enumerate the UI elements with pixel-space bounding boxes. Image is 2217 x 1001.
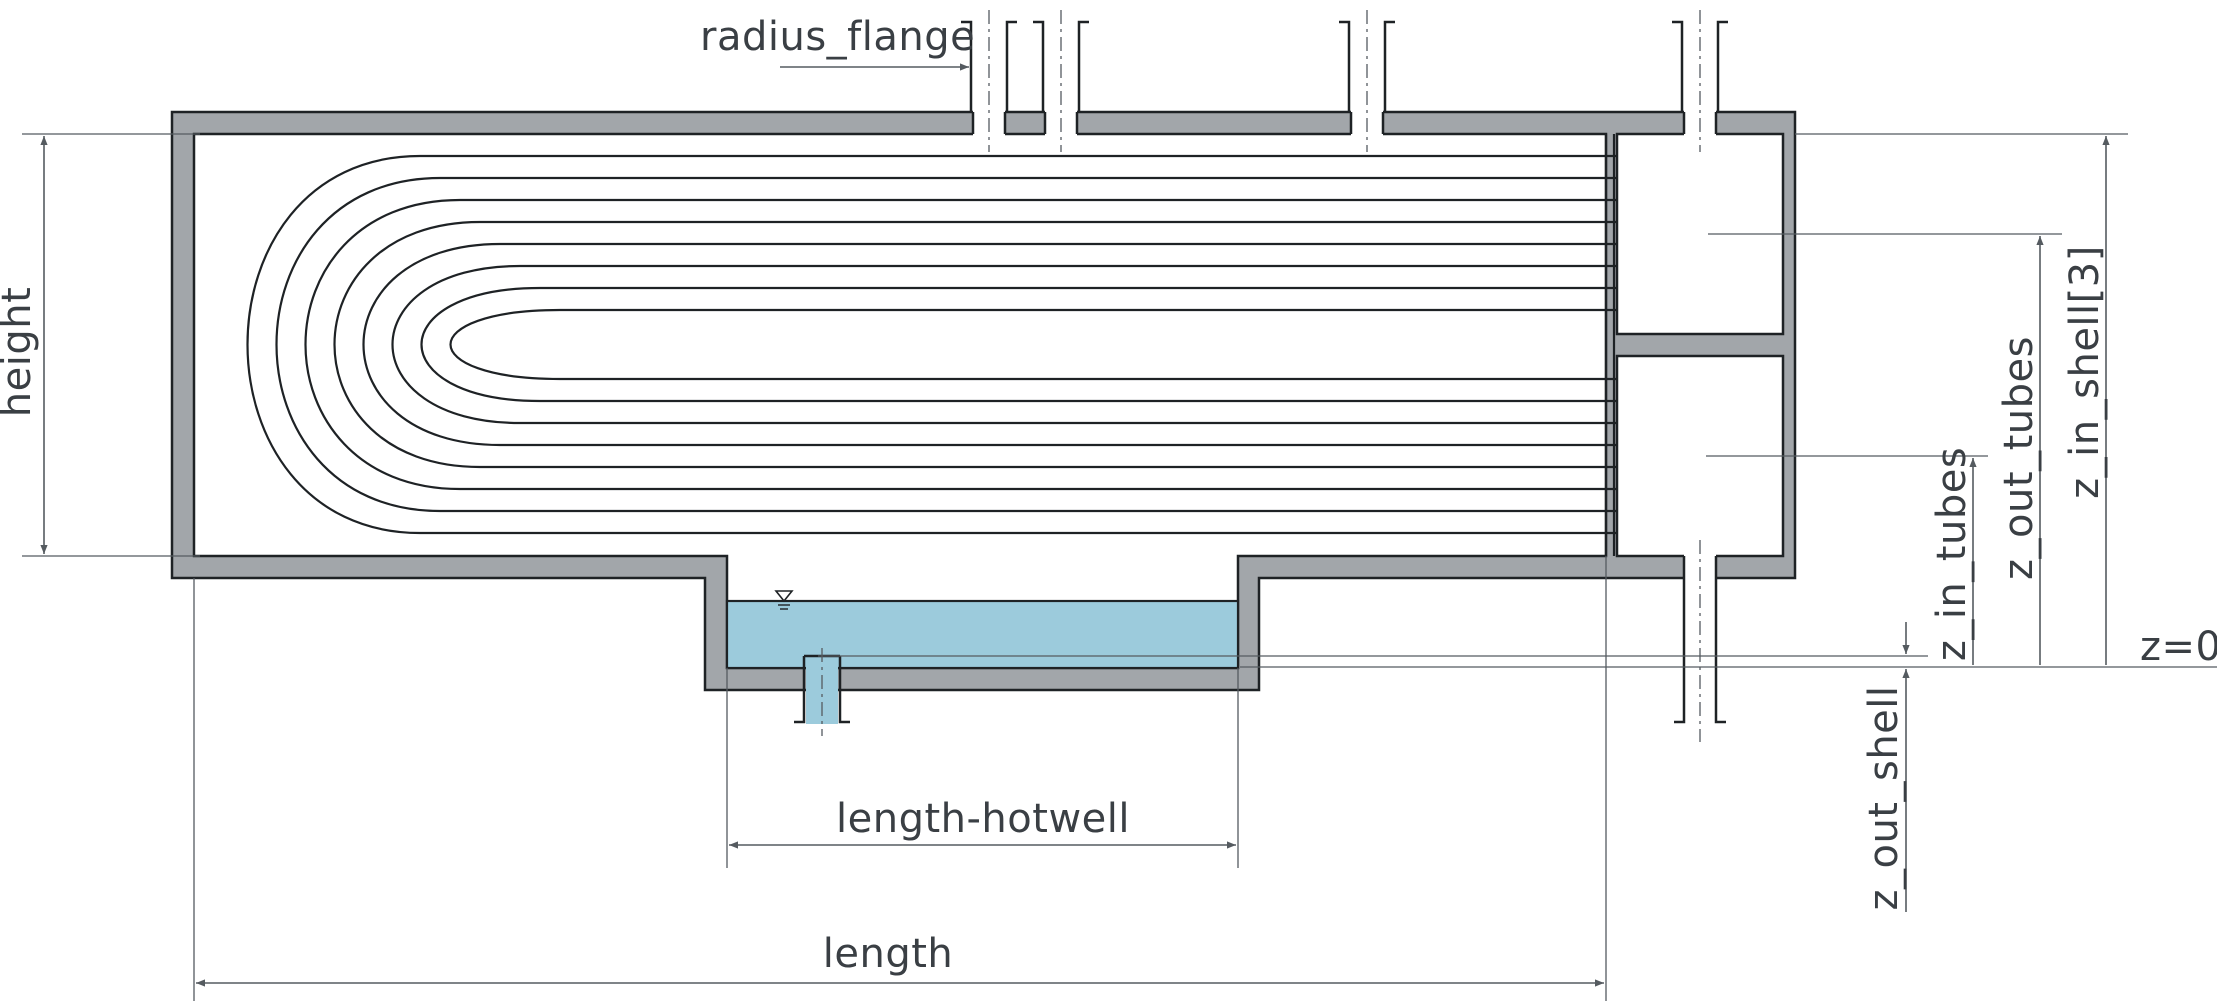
waterbox-outlet-flange bbox=[1674, 578, 1726, 724]
z-in-tubes-label: z_in_tubes bbox=[1929, 447, 1975, 661]
tube-bundle bbox=[246, 134, 1617, 556]
nozzle-flange-2 bbox=[1033, 20, 1089, 112]
z-out-tubes-label: z_out_tubes bbox=[1996, 336, 2042, 580]
length-hotwell-label: length-hotwell bbox=[836, 796, 1130, 842]
labels: radius_flange height length-hotwell leng… bbox=[0, 14, 2217, 977]
z-out-shell-label: z_out_shell bbox=[1861, 685, 1907, 910]
bottom-nozzles bbox=[794, 540, 1726, 742]
water-boxes bbox=[1615, 132, 1785, 558]
nozzle-flange-3 bbox=[1339, 20, 1395, 112]
water-level-icon bbox=[774, 590, 794, 610]
z-in-shell-label: z_in_shell[3] bbox=[2062, 245, 2108, 499]
nozzle-flange-4 bbox=[1672, 20, 1728, 112]
dimension-lines bbox=[22, 63, 2217, 1001]
height-label: height bbox=[0, 287, 40, 418]
length-label: length bbox=[823, 931, 954, 977]
z-zero-label: z=0 bbox=[2140, 624, 2217, 670]
top-nozzles bbox=[961, 10, 1728, 152]
radius-flange-label: radius_flange bbox=[700, 14, 975, 60]
nozzle-flange-1 bbox=[961, 20, 1017, 112]
